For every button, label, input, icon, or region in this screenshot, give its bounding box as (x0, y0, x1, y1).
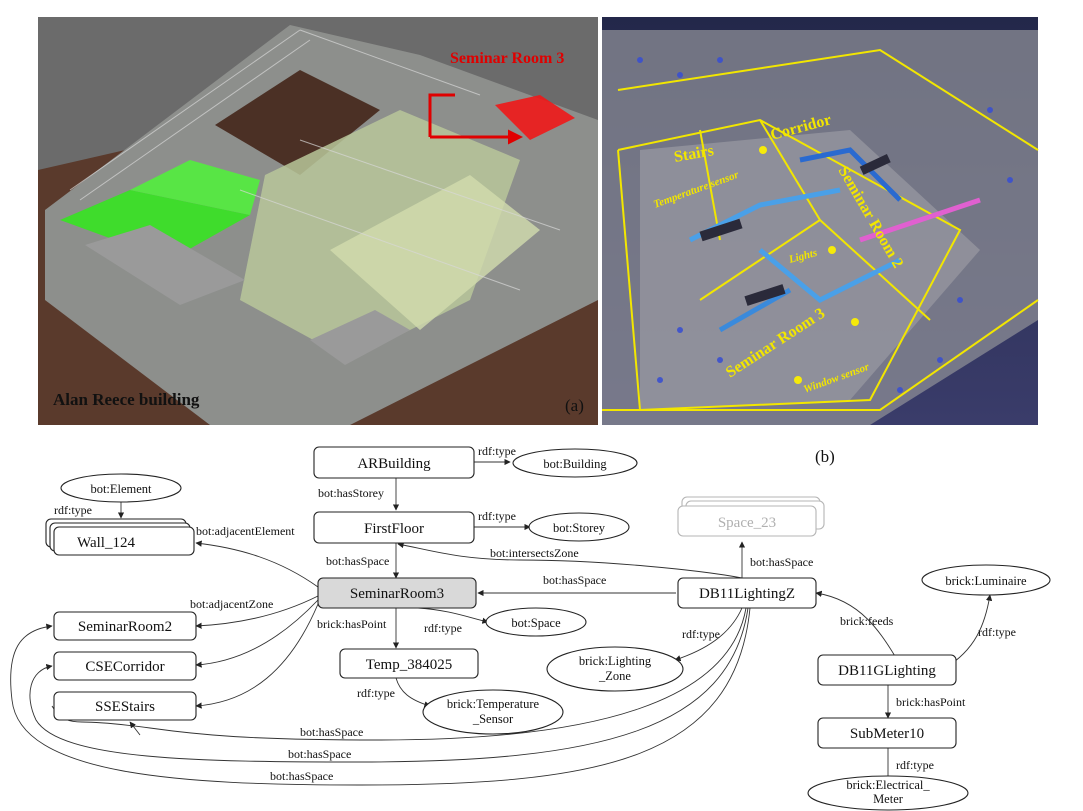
edge-label-submeter-type: rdf:type (896, 758, 934, 772)
panel-a-letter: (a) (565, 396, 584, 415)
class-bot-storey: bot:Storey (528, 512, 630, 542)
edge-label-wall-type: rdf:type (54, 503, 92, 517)
node-arbuilding: ARBuilding (313, 446, 475, 479)
node-seminarroom3: SeminarRoom3 (317, 577, 477, 609)
edge-label-seminar3-type: rdf:type (424, 621, 462, 635)
node-submeter10: SubMeter10 (817, 717, 957, 749)
node-seminarroom3-label: SeminarRoom3 (350, 586, 444, 602)
node-wall-label: Wall_124 (77, 535, 135, 551)
class-brick-luminaire: brick:Luminaire (921, 564, 1051, 596)
class-lighting-zone-line1: brick:Lighting (579, 654, 652, 668)
node-csecorridor-label: CSECorridor (85, 659, 164, 675)
edge-label-haspoint-submeter: brick:hasPoint (896, 695, 966, 709)
knowledge-graph: rdf:type bot:hasStorey rdf:type rdf:type… (10, 444, 1051, 811)
edge-label-adjacentzone: bot:adjacentZone (190, 597, 273, 611)
class-bot-storey-label: bot:Storey (553, 521, 606, 535)
edge-label-hasspace-stairs: bot:hasSpace (300, 725, 363, 739)
node-seminarroom2-label: SeminarRoom2 (78, 619, 172, 635)
graph-class-nodes: bot:Building bot:Element bot:Storey bot:… (60, 448, 1051, 811)
node-csecorridor: CSECorridor (53, 651, 197, 681)
class-temp-sensor-line2: _Sensor (472, 712, 514, 726)
edge-label-hasspace-seminar2: bot:hasSpace (270, 769, 333, 783)
class-meter-line1: brick:Electrical_ (846, 778, 930, 792)
class-bot-element-label: bot:Element (90, 482, 152, 496)
class-lighting-zone-line2: _Zone (598, 669, 631, 683)
class-meter-line2: Meter (873, 792, 904, 806)
label-stairs: Stairs (673, 142, 715, 166)
graph-edges (10, 458, 993, 786)
edge-label-adjacentelement: bot:adjacentElement (196, 524, 295, 538)
graph-instance-nodes: ARBuilding FirstFloor Wall_124 Space_23 (45, 446, 957, 749)
edge-label-intersectszone: bot:intersectsZone (490, 546, 579, 560)
class-brick-luminaire-label: brick:Luminaire (945, 574, 1027, 588)
edge-hasspace-corridor (29, 607, 749, 763)
class-bot-building-label: bot:Building (543, 457, 607, 471)
edge-label-hasspace-corridor: bot:hasSpace (288, 747, 351, 761)
edge-label-arbuilding-type: rdf:type (478, 444, 516, 458)
edge-hasspace-seminar2 (10, 607, 751, 786)
panel-a-caption: Alan Reece building (53, 390, 200, 409)
node-db11lightingz: DB11LightingZ (677, 577, 817, 609)
graph-edge-labels: rdf:type bot:hasStorey rdf:type rdf:type… (54, 444, 1016, 783)
class-bot-space: bot:Space (485, 607, 587, 637)
class-bot-space-label: bot:Space (511, 616, 561, 630)
node-firstfloor: FirstFloor (313, 511, 475, 544)
node-space-23: Space_23 (677, 496, 825, 537)
panel-a-building-render (38, 17, 598, 425)
node-arbuilding-label: ARBuilding (357, 456, 431, 472)
node-wall-124: Wall_124 (45, 518, 195, 556)
edge-label-glighting-type: rdf:type (978, 625, 1016, 639)
node-db11lightingz-label: DB11LightingZ (699, 586, 795, 602)
panel-b-zoom-render (602, 17, 1039, 425)
class-temp-sensor-line1: brick:Temperature (447, 697, 540, 711)
callout-seminar-room-3: Seminar Room 3 (450, 50, 564, 67)
edge-hasspace-stairs-head (129, 721, 141, 736)
node-temp-384025: Temp_384025 (339, 648, 479, 679)
edge-label-lightingz-type: rdf:type (682, 627, 720, 641)
edge-label-hasstorey: bot:hasStorey (318, 486, 384, 500)
node-temp-label: Temp_384025 (366, 657, 452, 673)
node-db11glighting: DB11GLighting (817, 654, 957, 686)
class-bot-element: bot:Element (60, 473, 182, 503)
edge-label-hasspace-space23: bot:hasSpace (750, 555, 813, 569)
edge-label-hasspace-lightingz: bot:hasSpace (543, 573, 606, 587)
edge-adjacentzone-corridor (195, 599, 319, 668)
node-ssestairs: SSEStairs (53, 691, 197, 721)
edge-label-feeds: brick:feeds (840, 614, 894, 628)
node-submeter-label: SubMeter10 (850, 726, 924, 742)
node-firstfloor-label: FirstFloor (364, 521, 424, 537)
node-seminarroom2: SeminarRoom2 (53, 611, 197, 641)
node-db11glighting-label: DB11GLighting (838, 663, 936, 679)
node-space23-label: Space_23 (718, 515, 776, 531)
class-bot-building: bot:Building (512, 448, 638, 478)
edge-label-haspoint-temp: brick:hasPoint (317, 617, 387, 631)
class-brick-lighting-zone: brick:Lighting _Zone (546, 646, 684, 692)
edge-label-hasspace-floor: bot:hasSpace (326, 554, 389, 568)
seminar-room-callout (428, 93, 523, 145)
edge-intersectszone (397, 541, 743, 579)
edge-label-firstfloor-type: rdf:type (478, 509, 516, 523)
edge-adjacentelement (195, 540, 319, 588)
class-brick-temperature-sensor: brick:Temperature _Sensor (422, 689, 564, 735)
panel-b-letter: (b) (815, 447, 835, 466)
edge-hasspace-stairs-curve (51, 607, 747, 741)
edge-adjacentzone-seminar2 (195, 595, 319, 629)
edge-label-temp-type: rdf:type (357, 686, 395, 700)
class-brick-electrical-meter: brick:Electrical_ Meter (807, 775, 969, 811)
edge-adjacentzone-stairs (195, 603, 319, 709)
edge-temp-type (395, 677, 431, 708)
node-ssestairs-label: SSEStairs (95, 699, 155, 715)
edge-seminar3-type (417, 607, 489, 624)
edge-lightingz-type (674, 607, 743, 662)
